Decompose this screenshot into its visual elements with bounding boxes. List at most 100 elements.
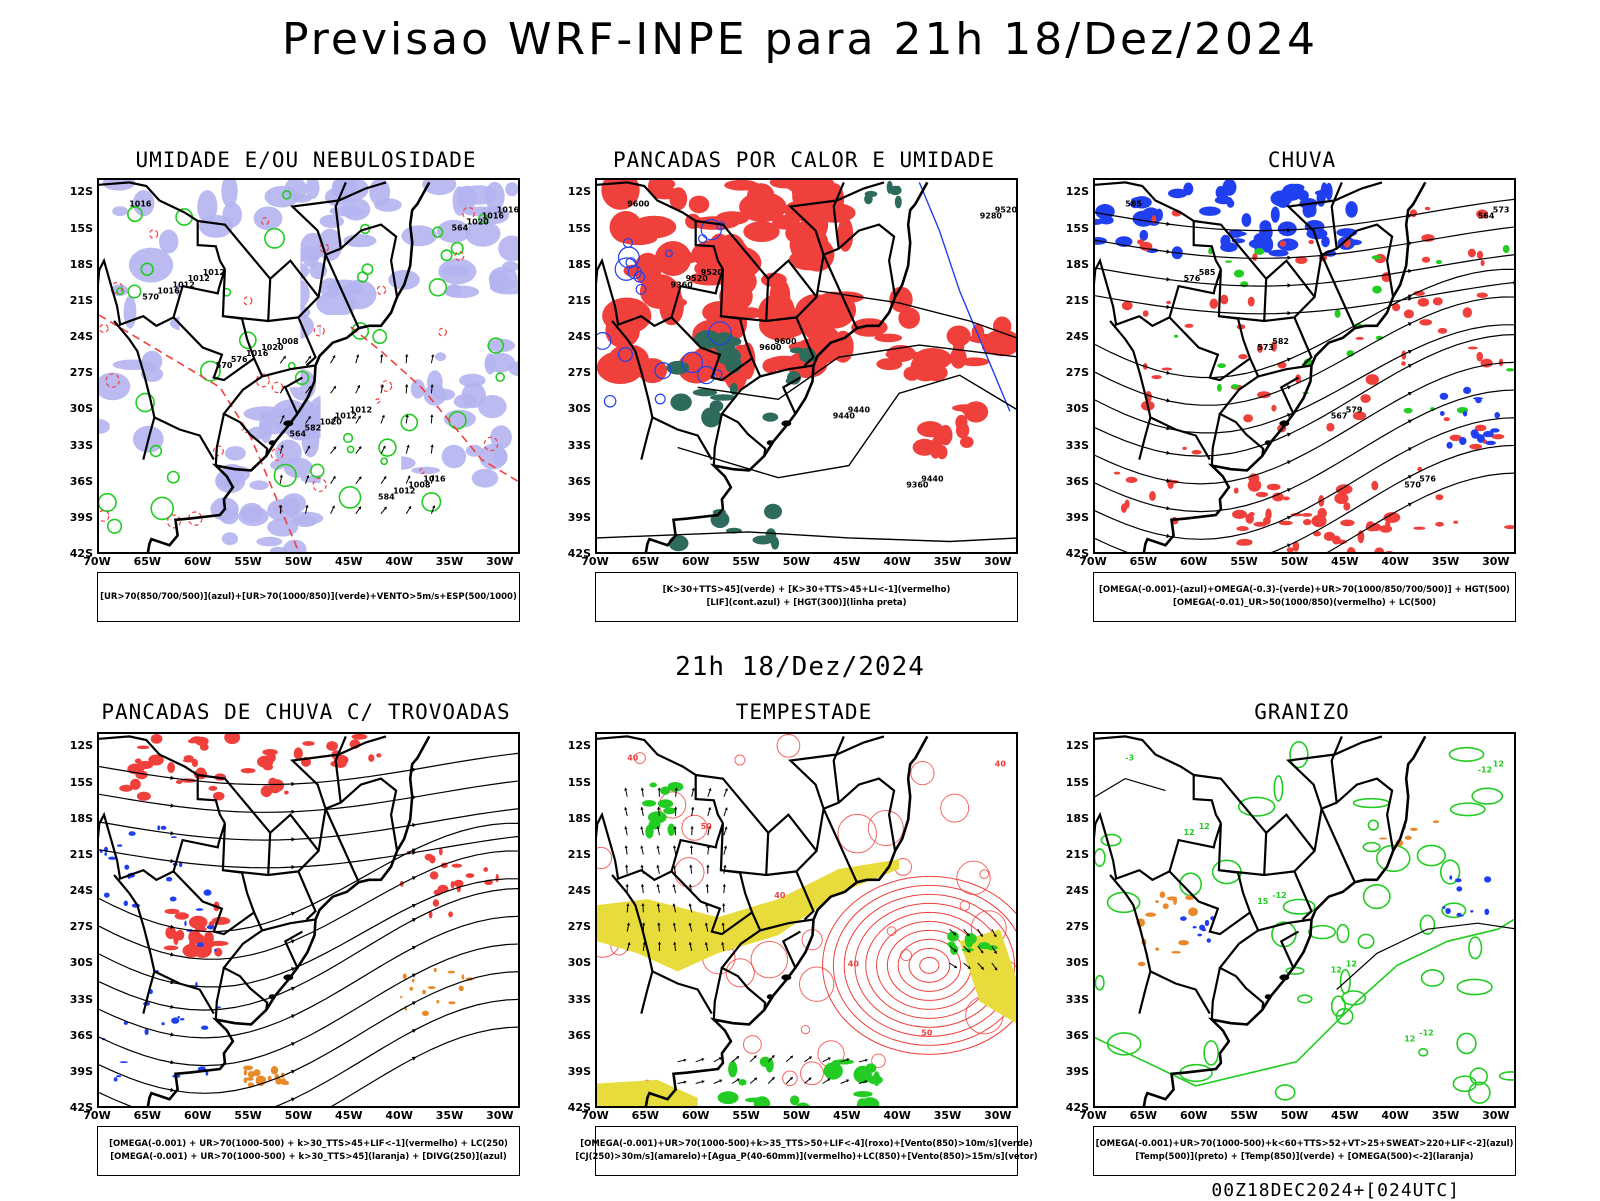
omega-red (1271, 405, 1276, 412)
omega-blue (1298, 190, 1309, 201)
lon-tick-label: 35W (435, 555, 465, 568)
divergence-blue (204, 889, 212, 895)
contour-label: 12 (1346, 960, 1357, 969)
omega-blue (1271, 207, 1280, 223)
streamline-arrow (1287, 283, 1291, 287)
omega-red (1311, 515, 1326, 527)
lat-tick-label: 21S (1063, 294, 1089, 307)
humidity-lower-contour (108, 519, 122, 533)
heat-humidity-teal (764, 504, 782, 519)
omega-red (1401, 361, 1406, 366)
thunder-red (448, 911, 453, 917)
wind-vector-850-head (722, 903, 725, 906)
lon-tick-label: 50W (283, 1109, 313, 1122)
streamline-850 (909, 948, 950, 982)
contour-label: 576 (1184, 274, 1201, 283)
map-pancadas-calor-svg: 9600952096009440944095209520960094409360… (597, 180, 1018, 554)
humidity-upper-area (472, 469, 499, 488)
omega-red (1504, 525, 1516, 529)
lon-tick-label: 30W (1481, 555, 1511, 568)
wind-vector-850-head (625, 865, 628, 868)
lat-tick-label: 12S (565, 739, 591, 752)
contour-label: -12 (1478, 766, 1492, 775)
lake-mirim (1265, 994, 1272, 999)
thunder-red (183, 759, 197, 763)
lat-tick-label: 12S (67, 185, 93, 198)
lon-tick-label: 65W (630, 1109, 660, 1122)
border-line (1095, 736, 1221, 823)
contour-label: 582 (1272, 337, 1289, 346)
lon-tick-label: 55W (233, 1109, 263, 1122)
temp-850-contour (1309, 926, 1335, 939)
humidity-upper-area (222, 532, 238, 545)
contour-label: 12 (1184, 828, 1195, 837)
heat-instability-red (785, 222, 820, 245)
lake-patos (1279, 420, 1289, 426)
omega-red (1182, 447, 1187, 450)
omega-red (1453, 521, 1458, 524)
wind-vector-head (430, 415, 433, 418)
heat-instability-red (610, 211, 643, 243)
wind-vector-850-head (689, 865, 692, 868)
thickness-contour (439, 328, 447, 336)
humidity-upper-area (238, 507, 269, 527)
heat-instability-red (898, 307, 920, 328)
heat-instability-red (937, 445, 948, 459)
wind-vector-850-head (626, 884, 629, 887)
divergence-blue (177, 1016, 180, 1018)
border-line (1110, 321, 1150, 460)
omega-500-orange (1155, 948, 1159, 951)
lat-tick-label: 33S (1063, 993, 1089, 1006)
humidity-upper-area (434, 389, 456, 401)
lon-tick-label: 70W (82, 1109, 112, 1122)
legend-chuva: [OMEGA(-0.001)-(azul)+OMEGA(-0.3)-(verde… (1093, 572, 1516, 622)
omega-blue (1490, 428, 1500, 432)
contour-label: 40 (627, 754, 639, 763)
streamline (99, 781, 520, 813)
thunder-orange (244, 1077, 248, 1083)
lon-tick-label: 35W (1431, 555, 1461, 568)
thunder-orange (448, 1001, 455, 1004)
omega-red (1413, 527, 1425, 530)
thunder-orange (459, 986, 464, 992)
precip-water-contour (911, 762, 934, 785)
streamline-arrow (1166, 371, 1170, 375)
contour-label: 1016 (246, 349, 269, 358)
lat-tick-label: 24S (565, 330, 591, 343)
lon-tick-label: 30W (983, 1109, 1013, 1122)
omega-red (1308, 240, 1314, 244)
lat-tick-label: 30S (67, 402, 93, 415)
lat-tick-label: 27S (565, 366, 591, 379)
thunder-red (165, 909, 180, 914)
omega-blue (1220, 242, 1237, 252)
lon-tick-label: 50W (283, 555, 313, 568)
thunder-red (224, 734, 240, 744)
lat-tick-label: 27S (1063, 920, 1089, 933)
lon-tick-label: 50W (781, 555, 811, 568)
wind-vector-850-head (641, 788, 644, 791)
wind-vector-850-head (641, 884, 644, 887)
thunder-orange (283, 1081, 289, 1085)
wind-vector-850-head (691, 807, 694, 810)
legend-line: [OMEGA(-0.001)+UR>70(1000-500)+k<60+TTS>… (1096, 1138, 1514, 1151)
hail-blue (1207, 938, 1211, 943)
wind-vector-850-head (690, 846, 693, 849)
heat-humidity-teal (666, 361, 689, 375)
lake-mirim (269, 994, 276, 999)
lon-tick-label: 30W (1481, 1109, 1511, 1122)
omega-blue (1475, 398, 1481, 404)
thunder-red (284, 791, 289, 795)
omega-red (1210, 299, 1219, 309)
thunder-red (190, 948, 200, 953)
lon-tick-label: 45W (1330, 1109, 1360, 1122)
omega-500-orange (1188, 907, 1198, 916)
lat-tick-label: 15S (565, 776, 591, 789)
run-footer: 00Z18DEC2024+[024UTC] (1211, 1180, 1460, 1201)
temp-850-contour (1363, 843, 1379, 852)
streamline-arrow (291, 865, 295, 869)
omega-red (1469, 444, 1482, 450)
omega-red (1477, 293, 1488, 298)
